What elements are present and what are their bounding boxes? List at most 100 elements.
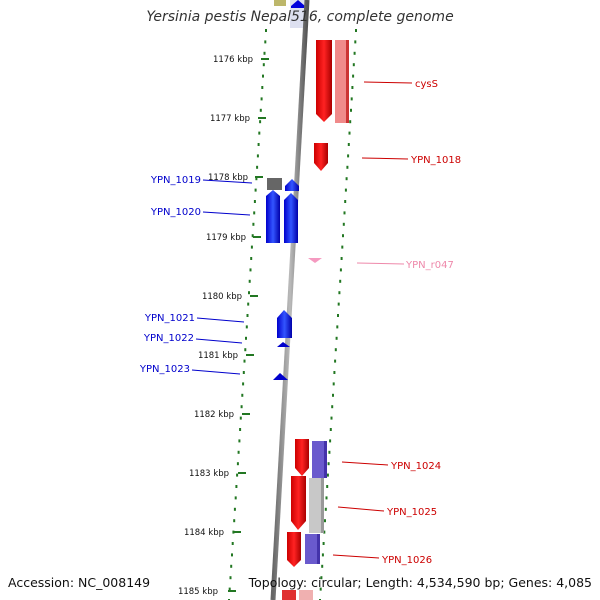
- tick-label: 1184 kbp: [184, 528, 224, 538]
- tick-label: 1178 kbp: [208, 173, 248, 183]
- gene-arrow: [277, 342, 290, 347]
- track-dot: [239, 428, 242, 431]
- track-dot: [348, 131, 351, 135]
- gene-arrow: [314, 143, 328, 171]
- track-dot: [257, 143, 260, 146]
- track-dot: [245, 325, 248, 329]
- track-dot: [355, 29, 357, 32]
- track-dot: [233, 519, 236, 523]
- gene-YPN_1019[interactable]: YPN_1019: [150, 175, 299, 191]
- track-dot: [323, 530, 326, 534]
- gene-label: YPN_1018: [410, 155, 461, 166]
- gene-label-line: [361, 157, 409, 160]
- track-dot: [329, 439, 332, 443]
- gene-label-line: [341, 461, 389, 466]
- gene-cds-bar: [309, 478, 324, 533]
- track-dot: [332, 382, 335, 386]
- track-dot: [327, 462, 330, 466]
- track-dot: [322, 542, 325, 545]
- gene-YPN_1020[interactable]: YPN_1020: [150, 190, 298, 243]
- track-dot: [339, 268, 342, 272]
- page-title: Yersinia pestis Nepal516, complete genom…: [146, 9, 454, 25]
- track-dot: [230, 564, 233, 568]
- track-dot: [264, 40, 267, 44]
- track-dot: [320, 576, 323, 580]
- track-dot: [350, 97, 353, 101]
- track-dot: [260, 97, 263, 101]
- track-dot: [239, 416, 242, 420]
- gene-arrow: [285, 179, 299, 191]
- track-dot: [329, 428, 332, 431]
- gene-label-line: [191, 369, 241, 375]
- track-dot: [256, 165, 259, 169]
- track-dot: [233, 507, 236, 511]
- gene-YPN_1024[interactable]: YPN_1024: [295, 439, 441, 478]
- track-dot: [321, 553, 324, 557]
- track-dot: [236, 473, 239, 477]
- gene-arrow: [291, 476, 306, 530]
- track-dot: [343, 211, 346, 215]
- scale-tick: 1184 kbp: [184, 528, 241, 538]
- gene-label-line: [337, 506, 385, 512]
- gene-YPN_1021[interactable]: YPN_1021: [144, 310, 292, 338]
- track-dot: [337, 302, 340, 306]
- scale-ticks: 1176 kbp 1177 kbp 1178 kbp 1179 kbp 1180…: [178, 55, 269, 597]
- gene-label-line: [202, 179, 253, 184]
- track-dot: [344, 188, 347, 192]
- gene-YPN_1023[interactable]: YPN_1023: [139, 364, 288, 380]
- track-dot: [261, 86, 264, 89]
- track-dot: [344, 200, 347, 203]
- track-dot: [238, 439, 241, 443]
- track-dot: [334, 348, 337, 352]
- track-dot: [346, 165, 349, 169]
- track-dot: [241, 393, 244, 397]
- gene-cds-bar-edge: [317, 534, 320, 564]
- track-dot: [354, 40, 357, 44]
- gene-YPN_1018[interactable]: YPN_1018: [314, 143, 461, 171]
- gene-YPN_1025[interactable]: YPN_1025: [291, 476, 437, 533]
- track-dot: [248, 291, 250, 295]
- track-dot: [254, 188, 257, 192]
- gene-label: YPN_1019: [150, 175, 201, 186]
- gene-label-line: [196, 317, 245, 323]
- gene-label-line: [202, 211, 251, 216]
- gene-YPN_r047[interactable]: YPN_r047: [308, 258, 454, 271]
- top-offscreen-features: [274, 0, 306, 28]
- track-dot: [351, 86, 354, 89]
- track-dot: [262, 74, 264, 78]
- gene-YPN_1022[interactable]: YPN_1022: [143, 333, 290, 347]
- track-dot: [349, 120, 352, 124]
- gene-label: YPN_1024: [390, 461, 441, 472]
- gene-arrow: [316, 40, 332, 122]
- track-dot: [324, 519, 326, 523]
- track-dot: [253, 211, 256, 215]
- gene-label: cysS: [415, 79, 438, 90]
- gene-cds-bar-edge: [346, 40, 349, 123]
- gene-cds-bar: [312, 441, 327, 478]
- track-dot: [235, 485, 238, 488]
- track-dot: [236, 462, 239, 466]
- gene-cysS[interactable]: cysS: [316, 40, 438, 123]
- topology-stats: Topology: circular; Length: 4,534,590 bp…: [248, 575, 592, 590]
- gene-label-line: [195, 338, 243, 344]
- track-dot: [342, 222, 345, 226]
- gene-YPN_1026[interactable]: YPN_1026: [287, 532, 432, 567]
- track-dot: [265, 29, 267, 32]
- track-dot: [325, 496, 328, 500]
- scale-tick: 1176 kbp: [213, 55, 269, 65]
- gene-arrow: [277, 310, 292, 338]
- gene-label-line: [356, 262, 405, 265]
- gene-label-line: [363, 81, 413, 84]
- tick-label: 1181 kbp: [198, 351, 238, 361]
- track-dot: [247, 302, 250, 306]
- gene-label: YPN_1025: [386, 507, 437, 518]
- track-dot: [345, 177, 348, 181]
- gene-cds-bar: [267, 178, 282, 190]
- track-dot: [259, 108, 262, 112]
- tick-label: 1179 kbp: [206, 233, 246, 243]
- tick-label: 1183 kbp: [189, 469, 229, 479]
- track-dot: [263, 51, 266, 55]
- track-dot: [333, 371, 336, 374]
- gene-arrow: [273, 373, 288, 380]
